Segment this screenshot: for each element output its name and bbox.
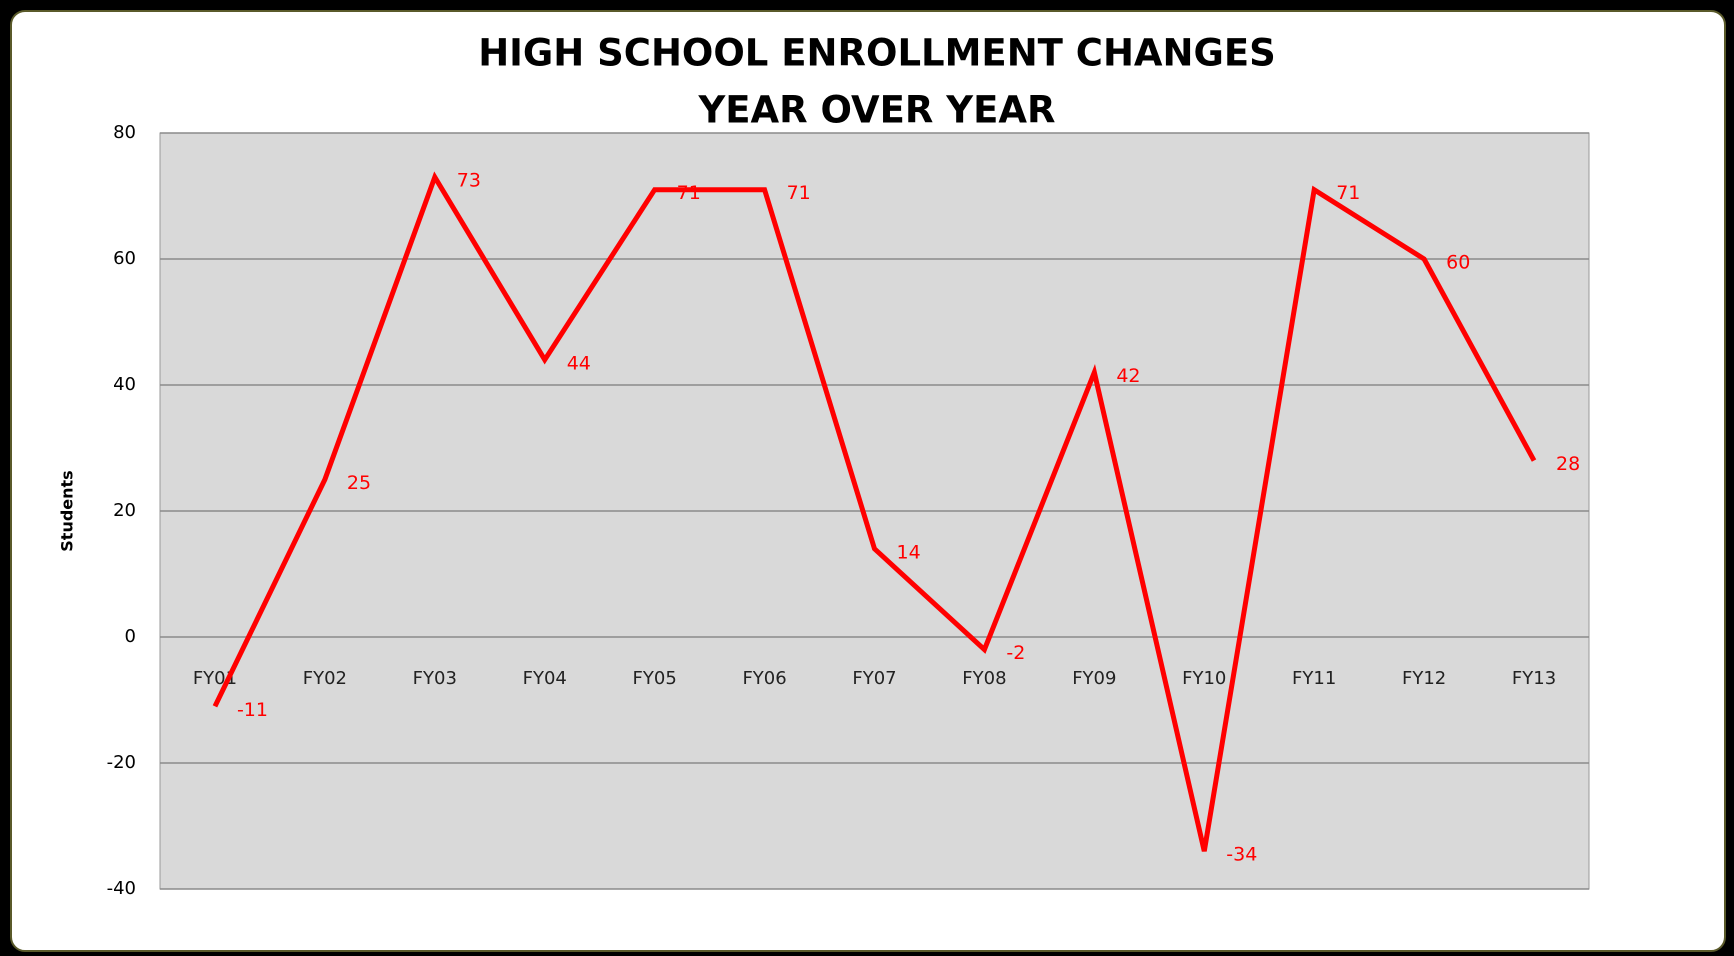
data-label: 44 — [567, 352, 591, 374]
data-label: -34 — [1226, 844, 1257, 866]
y-tick-label: -20 — [107, 752, 136, 773]
data-label: 28 — [1556, 453, 1580, 475]
data-label: 71 — [677, 182, 701, 204]
x-tick-label: FY07 — [852, 668, 896, 689]
data-label: 73 — [457, 170, 481, 192]
y-tick-label: 80 — [113, 122, 136, 143]
y-tick-label: 40 — [113, 374, 136, 395]
y-tick-label: -40 — [107, 878, 136, 899]
data-label: 25 — [347, 472, 371, 494]
data-label: 71 — [787, 182, 811, 204]
data-label: 71 — [1336, 182, 1360, 204]
chart-title: HIGH SCHOOL ENROLLMENT CHANGES — [478, 32, 1276, 75]
data-label: 14 — [897, 541, 921, 563]
x-tick-label: FY09 — [1072, 668, 1116, 689]
x-tick-label: FY02 — [303, 668, 347, 689]
y-tick-label: 20 — [113, 500, 136, 521]
x-tick-label: FY08 — [962, 668, 1006, 689]
data-label: -11 — [237, 699, 268, 721]
data-label: 60 — [1446, 252, 1470, 274]
data-label: 42 — [1116, 365, 1140, 387]
x-tick-label: FY04 — [523, 668, 567, 689]
y-tick-label: 0 — [125, 626, 136, 647]
x-tick-label: FY12 — [1402, 668, 1446, 689]
x-tick-label: FY03 — [413, 668, 457, 689]
y-tick-label: 60 — [113, 248, 136, 269]
x-tick-label: FY05 — [633, 668, 677, 689]
x-tick-label: FY10 — [1182, 668, 1226, 689]
x-tick-label: FY11 — [1292, 668, 1336, 689]
x-tick-label: FY13 — [1512, 668, 1556, 689]
y-axis-label: Students — [58, 470, 77, 551]
chart-subtitle: YEAR OVER YEAR — [697, 89, 1055, 132]
x-tick-label: FY06 — [742, 668, 786, 689]
data-label: -2 — [1006, 642, 1025, 664]
line-series — [212, 171, 1537, 852]
